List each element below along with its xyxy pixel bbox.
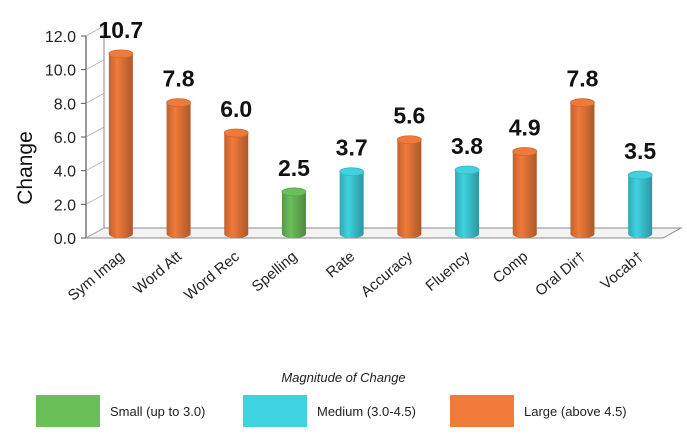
legend-item-large: Large (above 4.5): [450, 395, 627, 427]
legend-swatch-small: [36, 395, 100, 427]
bar-accuracy: [396, 135, 422, 238]
bar-chart: 0.0 2.0 4.0 6.0 8.0 10.0 12.0 10.7 Sym Imag 7.8 W…: [14, 17, 683, 305]
bar-sym-imag: [108, 49, 134, 239]
y-tick-label: 4.0: [54, 164, 76, 181]
bar-fluency: [454, 165, 480, 238]
legend-label-large: Large (above 4.5): [524, 403, 627, 419]
legend-label-small: Small (up to 3.0): [110, 403, 206, 419]
bar-oral-dir: [570, 98, 595, 238]
data-label: 6.0: [220, 96, 252, 122]
y-tick-label: 0.0: [54, 231, 76, 248]
chart-bars: [108, 49, 653, 239]
legend-item-small: Small (up to 3.0): [36, 395, 205, 427]
bar-rate: [339, 167, 365, 238]
x-tick-label: Sym Imag: [65, 248, 128, 304]
legend-title: Magnitude of Change: [281, 370, 406, 385]
x-tick-label: Fluency: [422, 248, 474, 295]
data-label: 2.5: [278, 155, 310, 181]
x-tick-label: Spelling: [249, 248, 301, 295]
x-tick-label: Rate: [323, 248, 358, 281]
bar-vocab: [627, 170, 653, 238]
bar-word-att: [166, 98, 191, 238]
x-tick-label: Word Rec: [181, 248, 243, 304]
x-tick-label: Word Att: [130, 248, 185, 298]
data-label: 3.8: [451, 133, 483, 159]
legend-label-medium: Medium (3.0-4.5): [317, 403, 416, 419]
x-tick-label: Comp: [490, 248, 532, 287]
data-label: 5.6: [393, 103, 425, 129]
y-tick-label: 6.0: [54, 130, 76, 147]
y-tick-label: 12.0: [45, 29, 76, 46]
legend-swatch-large: [450, 395, 514, 427]
legend-swatch-medium: [243, 395, 307, 427]
bar-spelling: [281, 187, 307, 238]
bar-comp: [512, 147, 538, 238]
data-label: 10.7: [98, 17, 143, 43]
chart-labels: 10.7 Sym Imag 7.8 Word Att 6.0 Word Rec 2.5 Spe…: [65, 17, 657, 305]
data-label: 7.8: [566, 66, 598, 92]
data-label: 7.8: [163, 66, 195, 92]
y-axis-label: Change: [14, 131, 37, 205]
x-tick-label: Oral Dir†: [532, 248, 589, 300]
x-tick-label: Vocab†: [597, 248, 646, 293]
data-label: 3.5: [624, 138, 656, 164]
data-label: 3.7: [336, 135, 368, 161]
legend: Magnitude of Change Small (up to 3.0) Me…: [0, 370, 687, 427]
legend-items: Small (up to 3.0) Medium (3.0-4.5) Large…: [0, 395, 687, 427]
x-tick-label: Accuracy: [358, 248, 417, 301]
data-label: 4.9: [509, 115, 541, 141]
legend-item-medium: Medium (3.0-4.5): [243, 395, 416, 427]
bar-word-rec: [223, 128, 249, 238]
y-tick-label: 2.0: [54, 197, 76, 214]
y-tick-label: 8.0: [54, 96, 76, 113]
y-tick-label: 10.0: [45, 63, 76, 80]
